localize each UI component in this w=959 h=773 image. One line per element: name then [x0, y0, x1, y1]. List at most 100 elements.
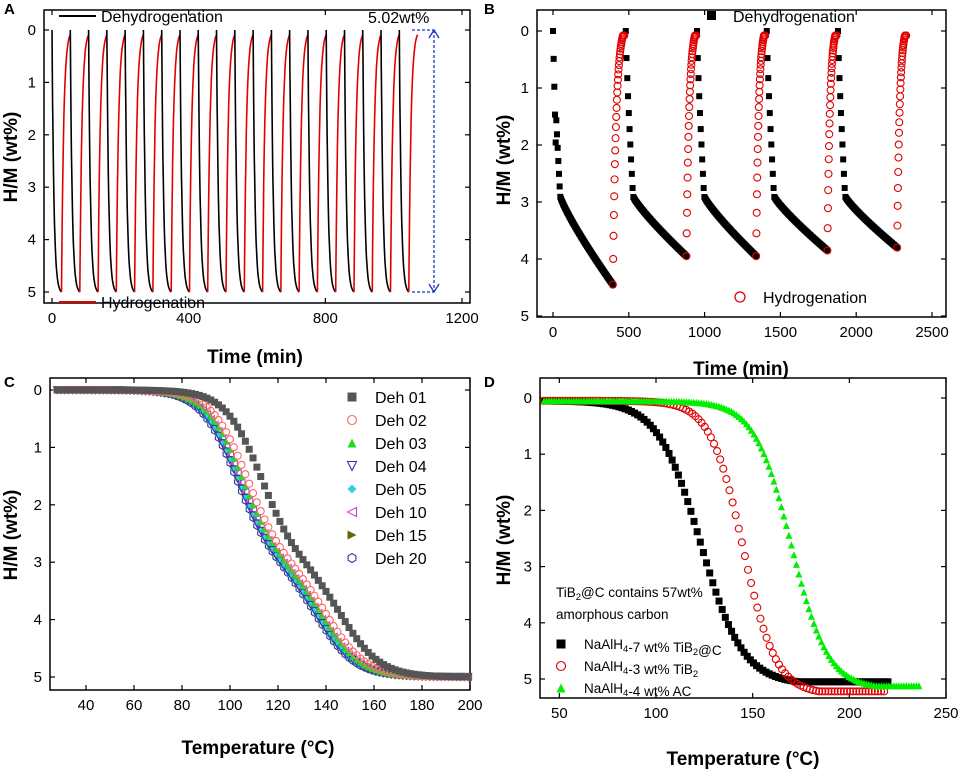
series-point-deh-01 [399, 668, 407, 676]
series-point-deh-02 [329, 622, 338, 631]
series-point-deh-01 [218, 404, 226, 412]
series-point-2 [802, 597, 810, 605]
dehydrogenation-point [840, 156, 847, 163]
panel-b: B 0 500 1000 1500 2000 2500 0 1 2 3 4 5 Dehydrogena… [484, 1, 949, 380]
hydrogenation-point [826, 79, 835, 88]
series-point-1 [846, 687, 855, 696]
series-point-deh-02 [268, 530, 277, 539]
series-point-deh-01 [145, 386, 153, 394]
series-point-deh-01 [445, 673, 453, 681]
panel-c-xtick-label: 180 [409, 697, 434, 714]
hydrogenation-point [755, 75, 764, 84]
hydrogenation-cycle-line [408, 34, 419, 293]
series-point-deh-01 [372, 655, 380, 663]
series-point-0 [668, 456, 676, 464]
series-point-2 [820, 643, 828, 651]
hydrogenation-point [754, 103, 763, 112]
dehydrogenation-cycle-line [87, 29, 99, 293]
series-point-deh-05 [226, 456, 234, 464]
series-point-deh-01 [326, 593, 334, 601]
series-point-0 [699, 549, 707, 557]
hydrogenation-point [832, 31, 841, 40]
series-point-deh-01 [449, 673, 457, 681]
series-point-deh-01 [391, 666, 399, 674]
series-point-0 [740, 648, 748, 656]
hydrogenation-point [614, 61, 623, 70]
dehydrogenation-cycle-line [270, 29, 282, 293]
series-point-2 [792, 560, 800, 568]
panel-a-ylabel: H/M (wt%) [1, 112, 22, 203]
panel-c-ytick-label: 4 [34, 612, 42, 629]
panel-d-note-line1-text: TiB [556, 585, 576, 600]
legend-deh-15: Deh 15 [375, 528, 427, 545]
hydrogenation-point [894, 167, 903, 177]
dehydrogenation-cycle-line [234, 29, 245, 293]
series-point-1 [713, 447, 722, 456]
series-point-deh-01 [368, 652, 376, 660]
series-point-deh-02 [248, 489, 258, 498]
panel-b-xtick-label: 500 [616, 324, 641, 341]
panel-c-frame [49, 377, 471, 691]
series-point-deh-01 [437, 672, 445, 680]
legend-deh-01: Deh 01 [375, 390, 427, 407]
series-point-deh-01 [80, 386, 88, 394]
panel-b-ytick-label: 1 [521, 80, 529, 97]
series-point-deh-01 [61, 386, 69, 394]
panel-c-xtick-label: 140 [313, 697, 338, 714]
dehydrogenation-point [551, 83, 558, 90]
dehydrogenation-point [770, 184, 777, 191]
series-point-deh-01 [345, 624, 353, 632]
hydrogenation-point [683, 158, 692, 167]
dehydrogenation-cycle-line [160, 29, 172, 293]
hydrogenation-point [755, 94, 764, 104]
hydrogenation-point [893, 243, 902, 252]
panel-d-ytick-label: 1 [524, 446, 532, 463]
series-point-deh-02 [287, 559, 296, 568]
hydrogenation-point [609, 231, 618, 240]
series-point-0 [703, 559, 711, 567]
legend-marker-deh-05 [347, 484, 357, 494]
dehydrogenation-point [683, 253, 690, 260]
panel-c-ytick-label: 3 [34, 554, 42, 571]
series-point-1 [709, 439, 719, 448]
hydrogenation-cycle-line [243, 34, 254, 293]
panel-b-ytick-label: 5 [521, 308, 529, 325]
hydrogenation-point [620, 31, 629, 40]
hydrogenation-point [823, 246, 832, 255]
dehydrogenation-cycle-line [252, 29, 264, 293]
series-point-deh-02 [229, 443, 238, 452]
hydrogenation-point [827, 73, 836, 83]
legend-deh-03: Deh 03 [375, 436, 427, 453]
series-point-deh-01 [291, 545, 299, 553]
capacity-annotation: 5.02wt% [368, 10, 429, 27]
hydrogenation-cycle-line [188, 34, 199, 293]
series-point-deh-01 [195, 391, 203, 399]
series-point-deh-02 [371, 663, 380, 673]
series-point-deh-01 [276, 517, 284, 525]
dehydrogenation-point [840, 170, 847, 177]
series-point-deh-01 [134, 386, 142, 394]
series-point-2 [770, 477, 778, 485]
series-point-deh-01 [84, 386, 92, 394]
series-point-deh-02 [337, 633, 346, 642]
series-point-0 [706, 569, 714, 577]
panel-a-ytick-label: 1 [28, 74, 36, 91]
series-point-deh-10 [236, 478, 246, 487]
series-point-0 [684, 498, 692, 506]
series-point-1 [836, 687, 845, 696]
hydrogenation-cycle-line [152, 34, 163, 293]
series-point-0 [693, 528, 701, 536]
series-point-deh-03 [226, 445, 234, 453]
series-point-2 [805, 605, 813, 613]
series-point-0 [724, 621, 732, 629]
hydrogenation-cycle-line [133, 34, 145, 293]
series-point-deh-01 [92, 386, 100, 394]
hydrogenation-point [897, 63, 906, 72]
series-point-deh-01 [426, 672, 434, 680]
hydrogenation-point [610, 192, 619, 201]
series-point-deh-05 [253, 519, 261, 527]
dehydrogenation-cycle-line [69, 29, 81, 293]
series-point-1 [762, 633, 771, 642]
panel-a-ytick-label: 2 [28, 127, 36, 144]
panel-a-frame [43, 9, 471, 304]
